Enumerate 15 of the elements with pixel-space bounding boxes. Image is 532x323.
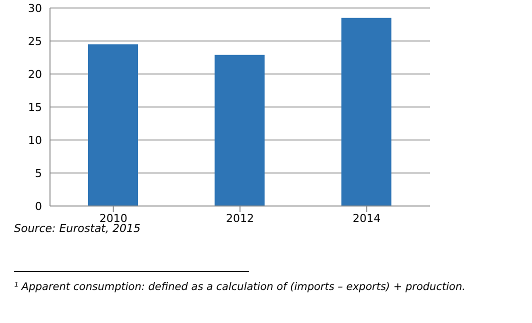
y-tick-label: 20	[28, 68, 42, 81]
y-tick-label: 25	[28, 34, 42, 48]
x-tick-label: 2010	[99, 212, 128, 225]
y-tick-label: 30	[28, 2, 42, 15]
x-tick-label: 2012	[226, 212, 254, 225]
y-tick-label: 0	[35, 200, 42, 213]
bar	[341, 18, 392, 206]
x-tick-label: 2014	[352, 212, 381, 225]
y-tick-label: 15	[28, 100, 42, 114]
y-tick-label: 5	[35, 166, 42, 180]
text: ¹ Apparent consumption: defined as a calculation of (imports – exports) + production.	[14, 281, 466, 293]
source-note: Source: Eurostat, 2015	[14, 222, 140, 235]
bar	[214, 54, 265, 206]
y-tick-label: 10	[28, 134, 42, 147]
bar	[88, 44, 138, 206]
